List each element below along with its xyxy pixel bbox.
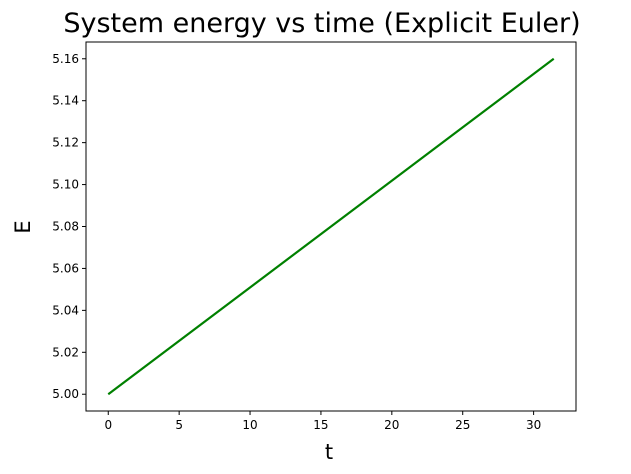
y-tick-label: 5.02 <box>52 345 79 359</box>
y-axis-label: E <box>11 220 35 233</box>
chart-title: System energy vs time (Explicit Euler) <box>63 8 580 39</box>
y-tick-label: 5.16 <box>52 52 79 66</box>
y-tick-label: 5.10 <box>52 178 79 192</box>
energy-series-line <box>107 57 555 396</box>
x-axis-label: t <box>325 440 333 464</box>
x-tick-label: 25 <box>455 418 470 432</box>
y-axis-ticks: 5.00 5.02 5.04 5.06 5.08 5.10 5.12 5.14 5.16 <box>52 52 86 401</box>
y-tick-label: 5.00 <box>52 387 79 401</box>
x-axis-ticks: 0 5 10 15 20 25 30 <box>104 411 541 432</box>
x-tick-label: 10 <box>242 418 257 432</box>
y-tick-label: 5.12 <box>52 136 79 150</box>
x-tick-label: 30 <box>526 418 541 432</box>
series-layer <box>107 57 555 396</box>
x-tick-label: 0 <box>104 418 112 432</box>
y-tick-label: 5.08 <box>52 220 79 234</box>
x-tick-label: 15 <box>313 418 328 432</box>
y-tick-label: 5.14 <box>52 94 79 108</box>
x-tick-label: 5 <box>175 418 183 432</box>
y-tick-label: 5.06 <box>52 261 79 275</box>
x-tick-label: 20 <box>384 418 399 432</box>
y-tick-label: 5.04 <box>52 303 79 317</box>
